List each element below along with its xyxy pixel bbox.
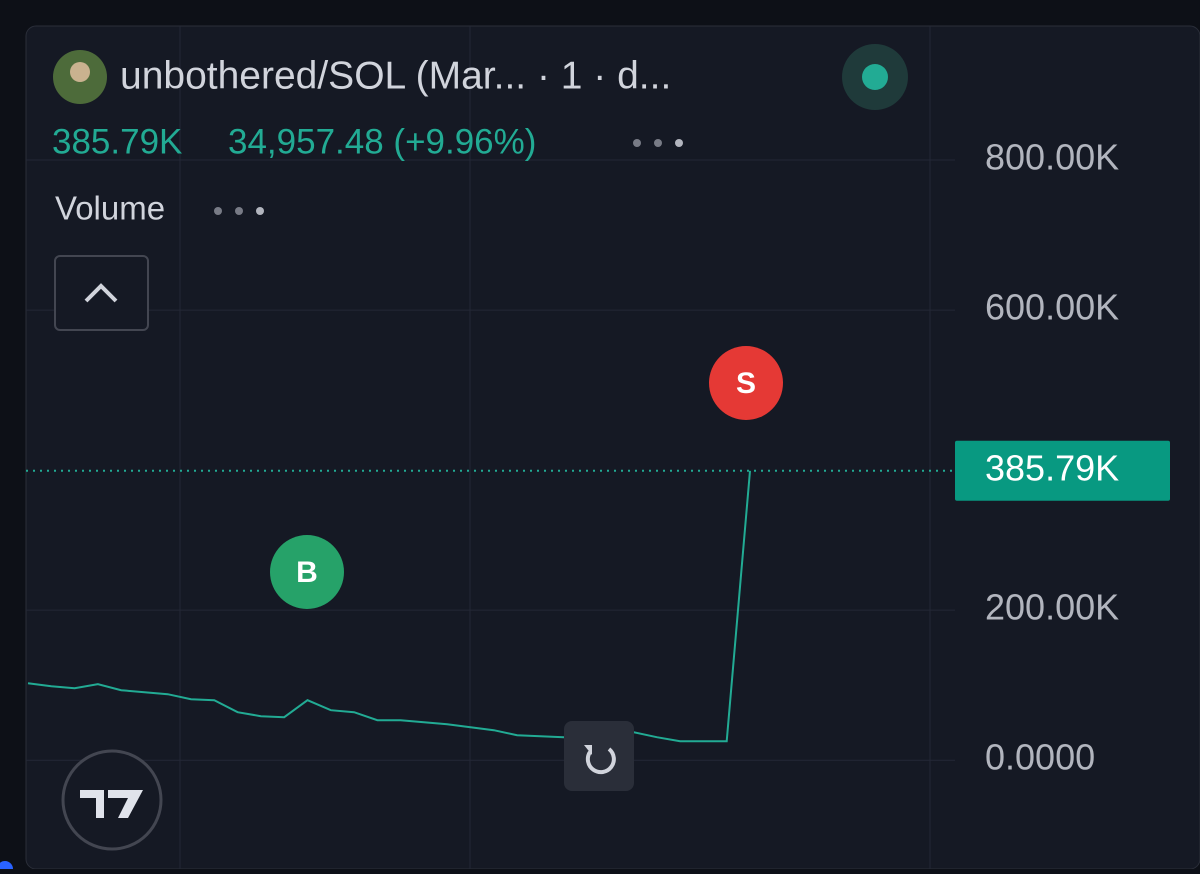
price-tag <box>955 440 1170 501</box>
indicator-label: Volume <box>55 190 165 227</box>
chevron-icon <box>84 283 118 303</box>
trade-marker <box>709 346 783 420</box>
logo <box>80 790 143 818</box>
logo-button[interactable] <box>61 749 163 851</box>
price-tag-label: 385.79K <box>985 447 1119 488</box>
trade-marker-label: S <box>736 367 756 400</box>
more-dots[interactable] <box>633 139 683 147</box>
y-tick-label: 800.00K <box>985 137 1119 178</box>
more-dots[interactable] <box>214 207 264 215</box>
collapse-button[interactable] <box>54 255 149 331</box>
trade-marker-label: B <box>296 556 318 589</box>
reset-arrow <box>584 745 592 755</box>
reset-button[interactable] <box>564 721 634 791</box>
y-tick-label: 200.00K <box>985 587 1119 628</box>
symbol-title: unbothered/SOL (Mar... · 1 · d... <box>120 54 671 97</box>
trade-marker <box>270 535 344 609</box>
avatar-face <box>70 62 90 82</box>
status-dot <box>862 64 888 90</box>
header-change: 34,957.48 (+9.96%) <box>228 122 536 161</box>
y-tick-label: 0.0000 <box>985 737 1095 778</box>
reset-icon <box>585 747 616 775</box>
y-tick-label: 600.00K <box>985 287 1119 328</box>
header-price: 385.79K <box>52 122 182 161</box>
